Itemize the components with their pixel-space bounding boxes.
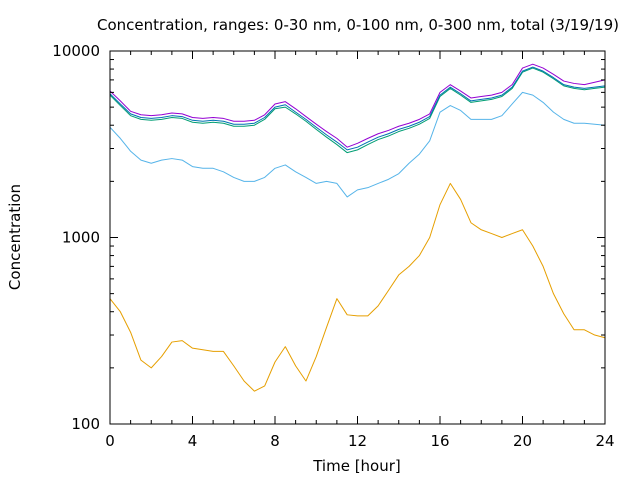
y-axis: 100 1000 10000	[52, 42, 605, 433]
series-line-1	[109, 182, 606, 392]
x-tick-label: 24	[595, 432, 614, 450]
plot-frame	[109, 50, 606, 425]
chart-title: Concentration, ranges: 0-30 nm, 0-100 nm…	[97, 16, 619, 34]
series-line-2	[109, 91, 606, 198]
x-tick-label: 8	[270, 432, 280, 450]
series-line-4	[109, 66, 606, 151]
y-tick-label: 1000	[62, 229, 100, 247]
y-tick-label: 100	[71, 415, 100, 433]
x-tick-label: 16	[430, 432, 449, 450]
x-tick-label: 4	[188, 432, 198, 450]
series-line-5	[109, 63, 606, 148]
series-line-3	[109, 67, 606, 154]
x-tick-label: 20	[513, 432, 532, 450]
x-axis-title: Time [hour]	[312, 457, 401, 475]
x-tick-label: 12	[348, 432, 367, 450]
series-layer	[109, 63, 606, 392]
x-axis: 0 4 8 12 16 20 24	[105, 51, 615, 450]
y-tick-label: 10000	[52, 42, 100, 60]
x-tick-label: 0	[105, 432, 115, 450]
y-axis-title: Concentration	[6, 184, 24, 290]
